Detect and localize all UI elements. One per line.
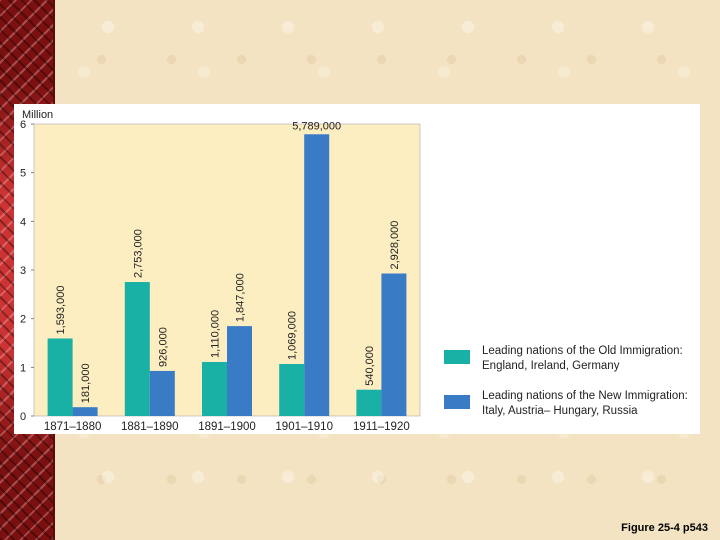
bar-old-immigration [356,389,382,416]
y-tick-label: 5 [20,168,26,180]
y-tick-label: 3 [20,265,26,277]
bar-chart: Million 0 1 2 3 4 5 6 1,593,000 181,000 1871–1880… [20,109,421,433]
x-tick-label: 1871–1880 [44,421,102,433]
legend-new-line-2: Italy, Austria– Hungary, Russia [482,405,638,417]
bar-data-label: 1,847,000 [235,273,247,322]
y-tick-label: 1 [20,362,26,374]
bar-data-label: 181,000 [80,363,92,403]
bar-data-label: 1,069,000 [287,311,299,360]
chart-panel: Million 0 1 2 3 4 5 6 1,593,000 181,000 1871–1880… [14,104,700,434]
bar-new-immigration [72,407,98,416]
y-tick-label: 2 [20,314,26,326]
bar-data-label: 540,000 [364,346,376,386]
x-tick-label: 1911–1920 [353,421,410,433]
bar-data-label: 5,789,000 [292,120,341,132]
bar-old-immigration [202,361,227,416]
bar-old-immigration [279,363,305,416]
x-tick-label: 1901–1910 [275,421,333,433]
bar-new-immigration [381,273,407,416]
bar-data-label: 1,110,000 [210,310,222,358]
legend-swatch-old [444,350,470,364]
bar-data-label: 926,000 [157,327,169,367]
bar-data-label: 2,928,000 [389,221,401,270]
y-tick-label: 4 [20,216,26,228]
bar-data-label: 1,593,000 [55,286,67,335]
legend-old-line-2: England, Ireland, Germany [482,360,620,372]
legend-swatch-new [444,395,470,409]
legend-text-new: Leading nations of the New Immigration: … [482,389,720,419]
bar-old-immigration [47,338,73,416]
legend-old-line-1: Leading nations of the Old Immigration: [482,345,683,357]
y-tick-label: 6 [20,119,26,131]
y-tick-label: 0 [20,411,26,423]
figure-caption: Figure 25-4 p543 [621,522,708,534]
y-axis-label: Million [22,109,53,121]
legend-text-old: Leading nations of the Old Immigration: … [482,344,720,374]
bar-new-immigration [304,134,330,416]
bar-new-immigration [227,326,252,416]
x-tick-label: 1891–1900 [198,421,256,433]
legend-new-line-1: Leading nations of the New Immigration: [482,390,688,402]
x-tick-label: 1881–1890 [121,421,179,433]
bar-new-immigration [149,370,175,416]
bar-data-label: 2,753,000 [132,229,144,278]
bar-old-immigration [124,282,150,416]
